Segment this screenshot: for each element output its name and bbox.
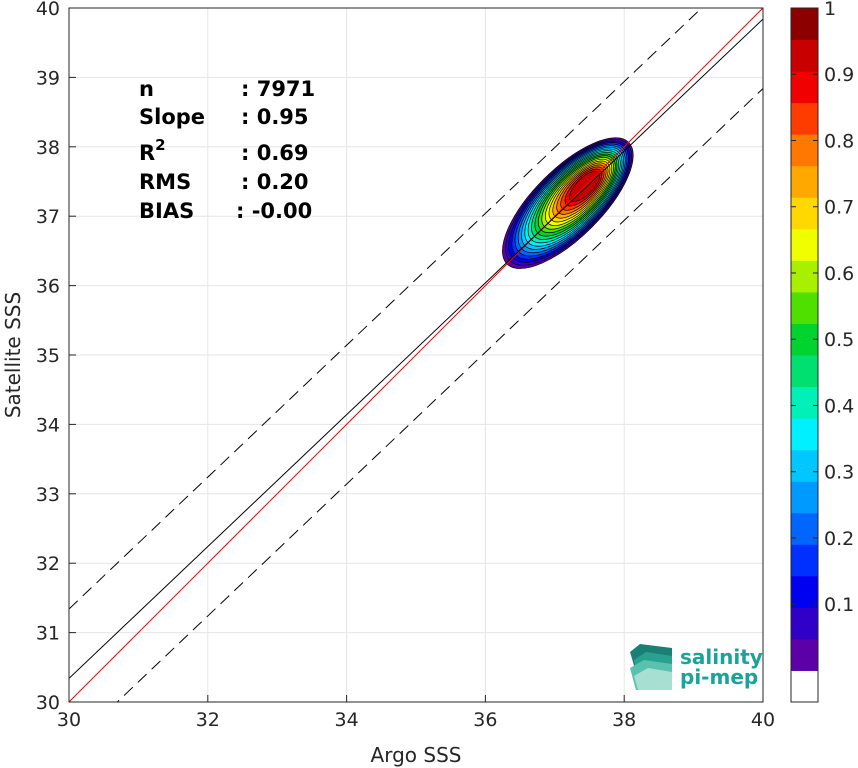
stat-label: n [139,77,154,101]
colorbar-band [791,71,818,104]
logo-line1: salinity [680,645,763,669]
identity-line [69,8,763,702]
colorbar-band [791,165,818,198]
y-tick-label: 39 [36,67,60,89]
colorbar-tick-label: 0.4 [824,395,854,417]
colorbar-tick-label: 0.6 [824,263,854,285]
logo-line2: pi-mep [680,665,758,689]
x-tick-label: 36 [473,709,497,731]
stat-label: Slope [139,105,205,129]
y-tick-label: 40 [36,0,60,20]
colorbar-band [791,386,818,419]
regression-lower-line [116,88,763,702]
colorbar-band [791,291,818,324]
stat-value: : 0.95 [241,105,309,129]
stat-superscript: 2 [155,136,165,154]
y-tick-label: 37 [36,206,60,228]
y-tick-label: 35 [36,345,60,367]
colorbar-band [791,260,818,293]
colorbar-band [791,102,818,135]
x-tick-label: 40 [751,709,775,731]
colorbar-tick-label: 0.8 [824,130,854,152]
stat-value: : 0.20 [241,170,309,194]
colorbar-band [791,638,818,671]
stat-value: : 0.69 [241,141,309,165]
y-tick-label: 36 [36,276,60,298]
y-tick-label: 30 [36,692,60,714]
logo-icon [630,644,672,690]
stat-label: RMS [139,170,191,194]
colorbar-tick-label: 0.7 [824,197,854,219]
colorbar-frame [790,7,819,703]
grid [69,8,763,702]
x-tick-label: 32 [196,709,220,731]
stat-label: R2 [139,136,166,165]
colorbar-band [791,544,818,577]
colorbar-band [791,575,818,608]
colorbar-tick-label: 0.9 [824,64,854,86]
colorbar-band [791,8,818,41]
y-tick-label: 31 [36,623,60,645]
colorbar-tick-label: 0.2 [824,528,854,550]
stat-value: : 7971 [241,77,315,101]
colorbar-band [791,355,818,388]
colorbar-band [791,449,818,482]
x-axis-label: Argo SSS [371,743,462,767]
colorbar-band [791,228,818,261]
reference-lines [69,8,763,702]
colorbar-band [791,134,818,167]
colorbar-band [791,670,818,703]
colorbar-tick-label: 0.1 [824,594,854,616]
regression-line [69,18,763,679]
y-tick-label: 38 [36,137,60,159]
colorbar-tick-label: 0.3 [824,462,854,484]
y-axis-label: Satellite SSS [1,292,25,418]
colorbar-band [791,607,818,640]
y-tick-label: 34 [36,414,60,436]
colorbar-band [791,481,818,514]
colorbar-tick-label: 0.5 [824,329,854,351]
x-tick-label: 38 [612,709,636,731]
y-tick-label: 32 [36,553,60,575]
regression-upper-line [69,8,703,610]
y-tick-label: 33 [36,484,60,506]
colorbar-band [791,512,818,545]
stat-label: BIAS [139,199,194,223]
colorbar-band [791,197,818,230]
y-axis-ticks: 30 31 32 33 34 35 36 37 38 39 40 [36,0,76,714]
stat-value: : -0.00 [236,199,312,223]
colorbar-band [791,418,818,451]
colorbar-tick-label: 1 [824,0,836,20]
x-axis-ticks: 30 32 34 36 38 40 [57,695,775,731]
x-tick-label: 30 [57,709,81,731]
salinity-pimep-logo: salinity pi-mep [630,644,763,690]
stats-box: n : 7971 Slope : 0.95 R2 : 0.69 RMS : 0.20 BIAS:… [139,77,315,223]
colorbar-band [791,39,818,72]
colorbar: 0.1 0.2 0.3 0.4 0.5 0.6 0.7 0.8 0.9 1 [790,0,854,703]
x-tick-label: 34 [335,709,359,731]
